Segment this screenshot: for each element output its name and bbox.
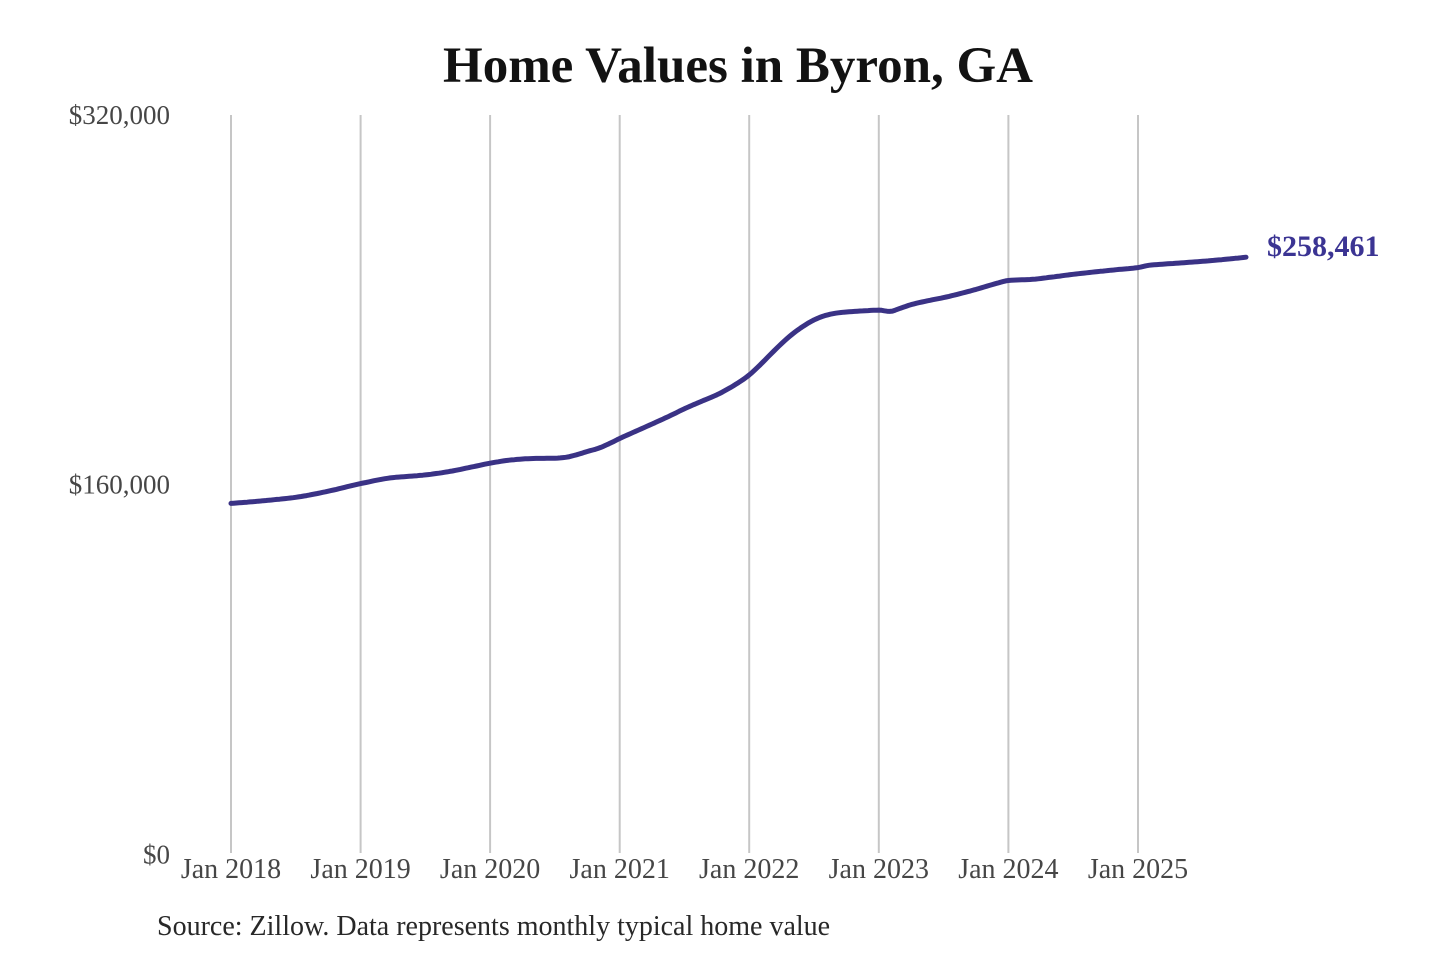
svg-text:Jan 2019: Jan 2019 xyxy=(310,854,410,885)
svg-text:Jan 2023: Jan 2023 xyxy=(829,854,929,885)
svg-text:Jan 2022: Jan 2022 xyxy=(699,854,799,885)
svg-text:Jan 2025: Jan 2025 xyxy=(1088,854,1188,885)
svg-text:Jan 2024: Jan 2024 xyxy=(958,854,1058,885)
svg-text:Source: Zillow. Data represent: Source: Zillow. Data represents monthly … xyxy=(157,911,830,942)
svg-text:$258,461: $258,461 xyxy=(1267,230,1380,263)
svg-text:Home Values in Byron, GA: Home Values in Byron, GA xyxy=(443,38,1033,94)
svg-text:$0: $0 xyxy=(143,840,170,870)
svg-text:Jan 2018: Jan 2018 xyxy=(181,854,281,885)
svg-text:Jan 2020: Jan 2020 xyxy=(440,854,540,885)
svg-text:$320,000: $320,000 xyxy=(69,100,170,130)
svg-text:$160,000: $160,000 xyxy=(69,470,170,500)
svg-text:Jan 2021: Jan 2021 xyxy=(570,854,670,885)
